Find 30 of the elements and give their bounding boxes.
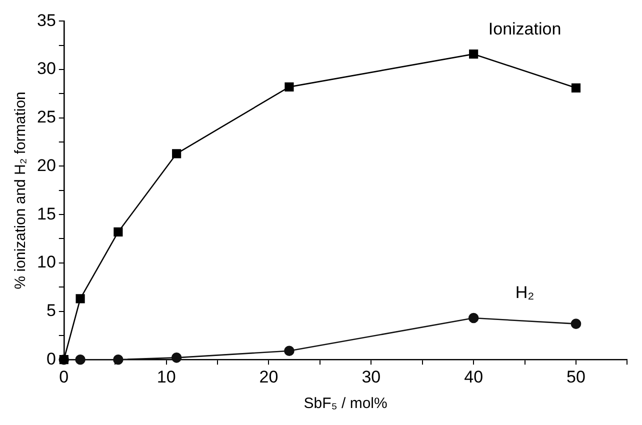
point (284, 346, 294, 356)
point (570, 318, 582, 329)
y-tick-label: 25 (36, 108, 56, 127)
y-tick-label: 5 (46, 300, 56, 320)
series-label: H₂ (515, 283, 534, 302)
point (284, 82, 294, 92)
y-tick-label: 30 (36, 59, 56, 78)
point (172, 149, 182, 158)
x-tick-label: 10 (156, 367, 176, 386)
y-tick-label: 15 (36, 204, 56, 224)
point (76, 294, 85, 304)
x-axis-title: SbF₅ / mol% (304, 395, 388, 412)
y-tick-label: 0 (46, 349, 56, 368)
y-tick-label: 20 (36, 156, 56, 175)
point (113, 354, 124, 365)
x-tick-label: 50 (566, 367, 586, 386)
x-tick-label: 20 (259, 367, 278, 386)
point (75, 354, 86, 365)
point (114, 227, 123, 237)
x-tick-label: 40 (464, 367, 484, 386)
point (571, 83, 581, 92)
y-tick-label: 35 (36, 10, 56, 30)
y-axis-title: % ionization and H₂ formation (12, 92, 30, 290)
point (469, 50, 478, 59)
point (468, 312, 479, 324)
series-label: Ionization (488, 19, 562, 38)
y-tick-label: 10 (36, 252, 56, 272)
x-tick-label: 0 (59, 367, 69, 386)
x-tick-label: 30 (362, 367, 381, 386)
point (171, 352, 182, 363)
